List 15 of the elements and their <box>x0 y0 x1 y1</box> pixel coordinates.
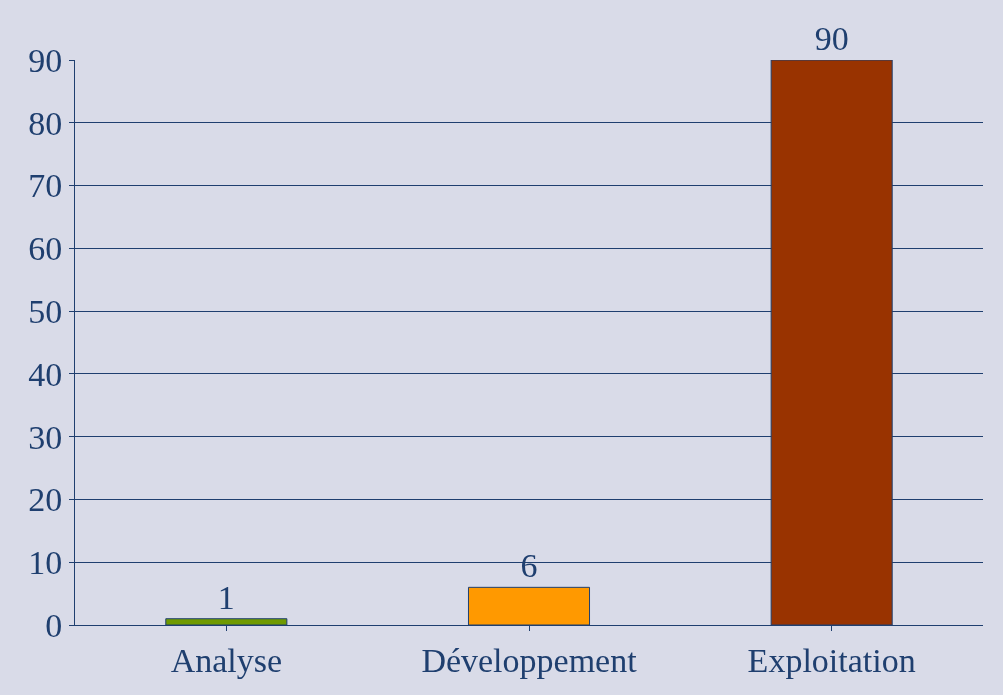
y-tick-label: 30 <box>28 418 63 456</box>
y-tick-label: 20 <box>28 481 63 519</box>
x-tick-label: Analyse <box>170 641 283 679</box>
y-tick-label: 90 <box>28 41 63 79</box>
y-tick-label: 10 <box>28 544 63 582</box>
x-tick-label: Développement <box>421 641 638 679</box>
data-label: 90 <box>814 20 849 57</box>
y-tick-label: 80 <box>28 104 63 142</box>
y-tick-label: 60 <box>28 230 63 268</box>
x-tick-label: Exploitation <box>747 641 916 679</box>
data-label: 1 <box>217 578 235 616</box>
y-tick-label: 40 <box>28 355 63 393</box>
y-tick-label: 70 <box>28 167 63 205</box>
y-tick-label: 0 <box>45 606 63 644</box>
y-tick-label: 50 <box>28 293 63 331</box>
